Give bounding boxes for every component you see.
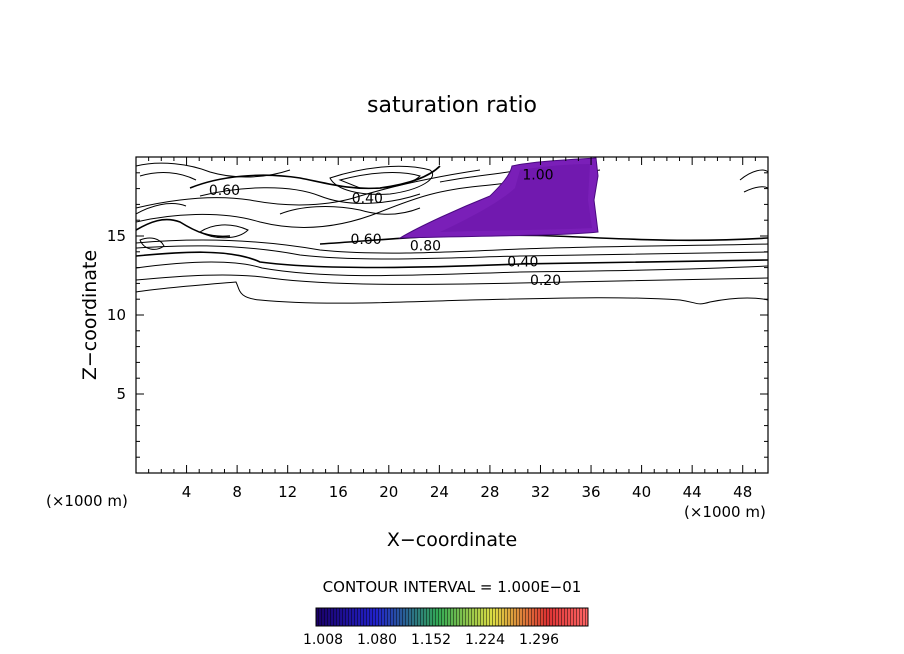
colorbar: 1.008 1.080 1.152 1.224 1.296 (303, 607, 589, 648)
contour-line (279, 206, 421, 215)
colorbar-stripes (316, 608, 588, 626)
x-tick-label: 32 (531, 483, 550, 501)
contour-line (136, 261, 768, 277)
colorbar-tick-label: 1.152 (411, 632, 451, 648)
x-tick-label: 16 (329, 483, 348, 501)
contour-line (319, 234, 768, 245)
contour-line (743, 186, 768, 193)
contour-line (739, 169, 768, 181)
x-tick-label: 20 (379, 483, 398, 501)
chart-title: saturation ratio (367, 93, 537, 118)
contour-line (136, 239, 768, 254)
y-tick-label: 15 (107, 227, 126, 245)
contour-label: 0.40 (352, 191, 383, 207)
contour-label: 1.00 (522, 167, 553, 183)
contour-line (139, 172, 197, 181)
x-axis: 4 8 12 16 20 24 28 32 36 40 44 48 (148, 157, 756, 501)
x-tick-label: 8 (232, 483, 242, 501)
contour-line (136, 218, 231, 238)
contour-labels: 0.60 0.40 0.60 0.80 0.40 0.20 1.00 (209, 167, 561, 289)
contour-line (338, 172, 421, 189)
contour-label: 0.60 (350, 232, 381, 248)
x-axis-title: X−coordinate (387, 529, 517, 551)
contour-line (139, 237, 165, 250)
z-unit-label: (×1000 m) (46, 492, 128, 510)
contour-label: 0.60 (209, 183, 240, 199)
contour-line (329, 165, 433, 195)
y-tick-label: 5 (116, 385, 126, 403)
y-tick-label: 10 (107, 306, 126, 324)
x-tick-label: 12 (278, 483, 297, 501)
y-axis-title: Z−coordinate (79, 250, 101, 380)
contour-line (199, 187, 421, 204)
contour-line (199, 224, 249, 239)
x-tick-label: 44 (683, 483, 702, 501)
contour-label: 0.20 (530, 273, 561, 289)
contour-line (136, 274, 768, 285)
x-unit-label: (×1000 m) (684, 503, 766, 521)
plot-frame (135, 156, 769, 474)
colorbar-tick-label: 1.224 (465, 632, 505, 648)
contour-line (136, 245, 768, 260)
supersaturated-core (440, 164, 592, 232)
x-tick-label: 36 (581, 483, 600, 501)
x-tick-label: 4 (182, 483, 192, 501)
contour-line (136, 162, 291, 178)
contour-interval-text: CONTOUR INTERVAL = 1.000E−01 (323, 578, 582, 596)
x-tick-label: 24 (430, 483, 449, 501)
x-tick-label: 28 (480, 483, 499, 501)
contour-line (136, 169, 481, 209)
y-axis: 5 10 15 (107, 172, 768, 458)
contour-line (136, 281, 768, 305)
contour-line (136, 251, 768, 269)
contour-line (136, 203, 187, 215)
colorbar-tick-label: 1.296 (519, 632, 559, 648)
x-tick-label: 48 (733, 483, 752, 501)
colorbar-tick-labels: 1.008 1.080 1.152 1.224 1.296 (303, 632, 559, 648)
colorbar-tick-label: 1.008 (303, 632, 343, 648)
contour-label: 0.80 (410, 238, 441, 254)
contour-label: 0.40 (507, 254, 538, 270)
colorbar-tick-label: 1.080 (357, 632, 397, 648)
x-tick-label: 40 (632, 483, 651, 501)
contour-field (136, 162, 768, 305)
